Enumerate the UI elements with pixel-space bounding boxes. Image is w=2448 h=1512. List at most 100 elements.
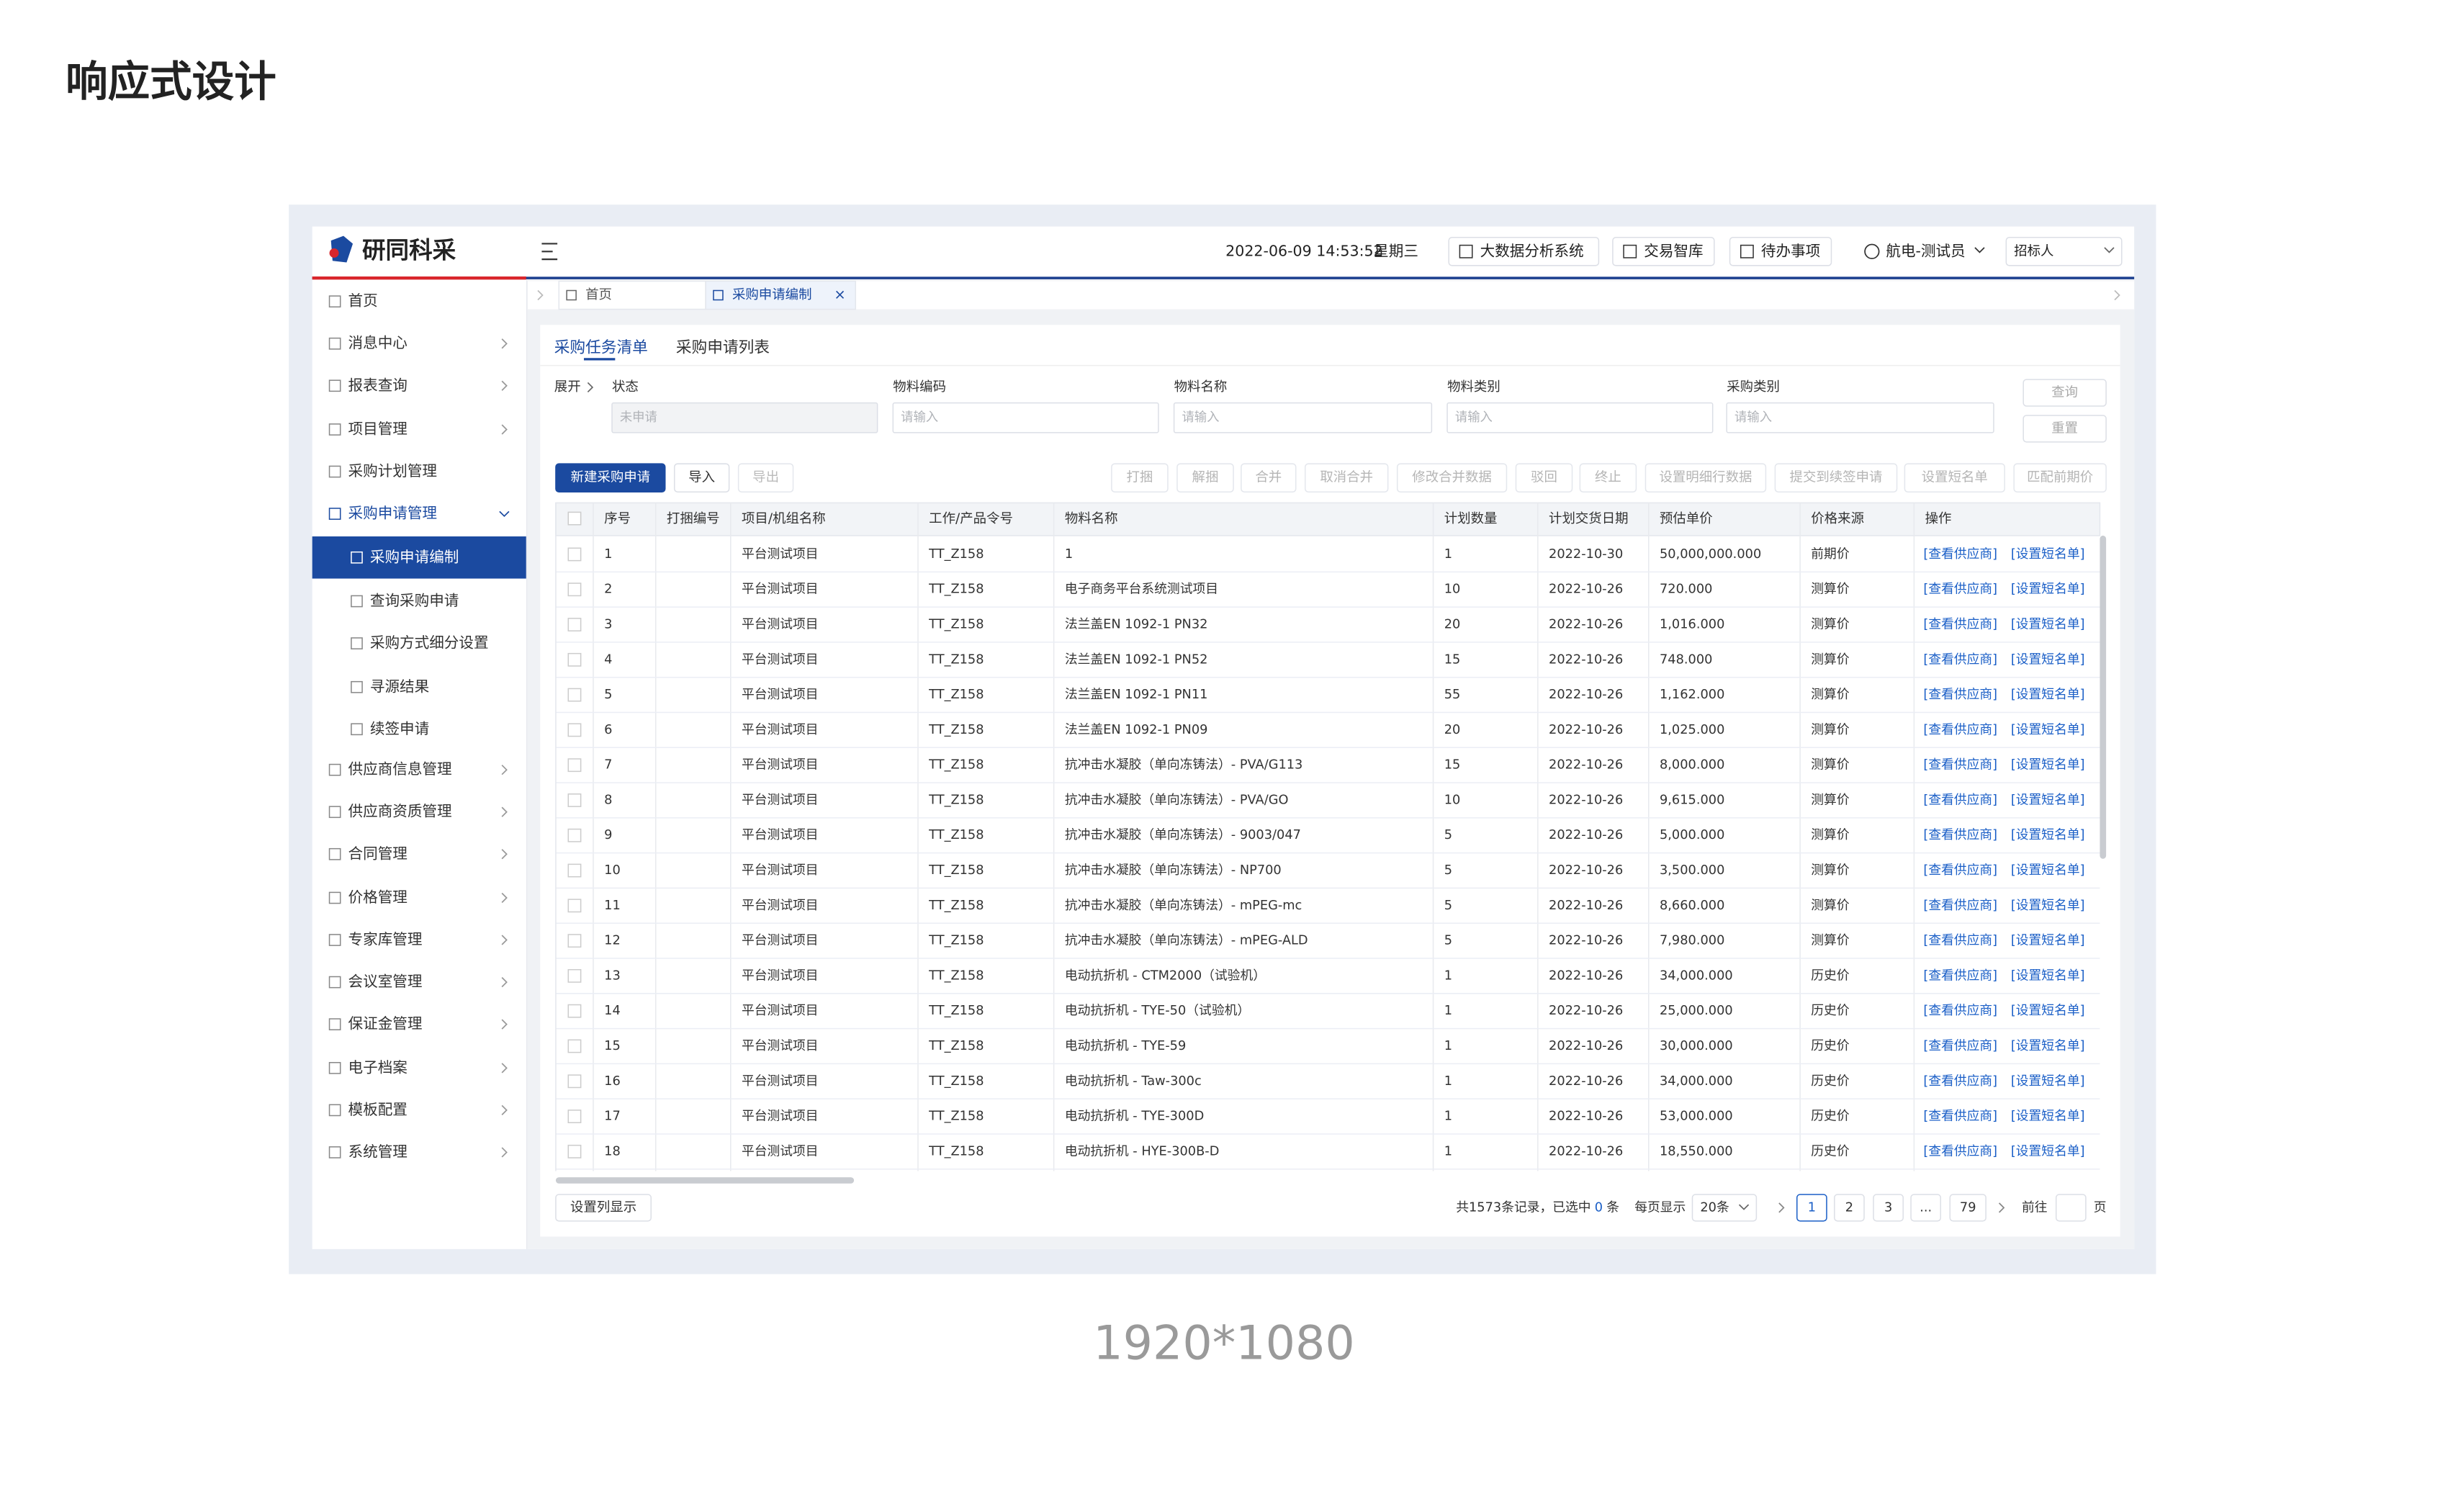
- table-checkbox[interactable]: [567, 511, 582, 526]
- menu-item[interactable]: 模板配置: [348, 1101, 408, 1118]
- filter-input[interactable]: [1173, 402, 1433, 433]
- button-label[interactable]: 匹配前期价: [2027, 470, 2093, 485]
- action-link[interactable]: [查看供应商]: [1923, 1109, 1997, 1124]
- page-number[interactable]: 79: [1960, 1200, 1976, 1215]
- menu-item[interactable]: 电子档案: [348, 1058, 408, 1076]
- header-link[interactable]: 待办事项: [1761, 242, 1820, 259]
- action-link[interactable]: [查看供应商]: [1923, 1003, 1997, 1018]
- action-link[interactable]: [设置短名单]: [2011, 792, 2085, 807]
- action-link[interactable]: [设置短名单]: [2011, 898, 2085, 913]
- action-link[interactable]: [查看供应商]: [1923, 1074, 1997, 1089]
- menu-toggle[interactable]: [541, 243, 558, 261]
- action-link[interactable]: [设置短名单]: [2011, 722, 2085, 737]
- header-link-button[interactable]: [1448, 237, 1600, 266]
- action-link[interactable]: [查看供应商]: [1923, 933, 1997, 948]
- footer-button[interactable]: [555, 1194, 652, 1222]
- input-placeholder[interactable]: 请输入: [1455, 410, 1493, 425]
- action-link[interactable]: [查看供应商]: [1923, 617, 1997, 632]
- toolbar-button[interactable]: [1304, 463, 1389, 492]
- action-link[interactable]: [设置短名单]: [2011, 1109, 2085, 1124]
- button-label[interactable]: 设置明细行数据: [1659, 470, 1752, 485]
- button-label[interactable]: 提交到续签申请: [1790, 470, 1883, 485]
- filter-input[interactable]: [1726, 402, 1994, 433]
- submenu-item[interactable]: 采购申请编制: [370, 548, 459, 565]
- action-link[interactable]: [查看供应商]: [1923, 1143, 1997, 1158]
- action-link[interactable]: [设置短名单]: [2011, 863, 2085, 878]
- button-label[interactable]: 打捆: [1126, 470, 1153, 485]
- toolbar-button[interactable]: [2013, 463, 2107, 492]
- row-checkbox[interactable]: [567, 793, 582, 807]
- action-link[interactable]: [查看供应商]: [1923, 968, 1997, 983]
- action-link[interactable]: [设置短名单]: [2011, 1074, 2085, 1089]
- action-link[interactable]: [设置短名单]: [2011, 652, 2085, 667]
- input-placeholder[interactable]: 请输入: [1734, 410, 1772, 425]
- button-label[interactable]: 重置: [2051, 420, 2078, 436]
- header-link-button[interactable]: [1729, 237, 1832, 266]
- button-label[interactable]: 导出: [752, 470, 779, 485]
- action-link[interactable]: [查看供应商]: [1923, 792, 1997, 807]
- toolbar-button[interactable]: [1904, 463, 2005, 492]
- header-link-button[interactable]: [1612, 237, 1715, 266]
- page-number[interactable]: 3: [1884, 1200, 1892, 1215]
- tab-label[interactable]: 首页: [585, 287, 612, 302]
- action-link[interactable]: [设置短名单]: [2011, 827, 2085, 842]
- submenu-item[interactable]: 查询采购申请: [370, 592, 459, 609]
- action-link[interactable]: [设置短名单]: [2011, 546, 2085, 562]
- page-button[interactable]: [1834, 1194, 1865, 1222]
- page-number[interactable]: 1: [1808, 1200, 1816, 1215]
- row-checkbox[interactable]: [567, 934, 582, 948]
- row-checkbox[interactable]: [567, 1004, 582, 1018]
- filter-input[interactable]: [1446, 402, 1714, 433]
- user-name[interactable]: 航电-测试员: [1886, 242, 1965, 259]
- menu-item[interactable]: 消息中心: [348, 334, 408, 351]
- filter-button[interactable]: [2022, 379, 2107, 407]
- v-scrollbar[interactable]: [2100, 535, 2107, 859]
- role-select-value[interactable]: 招标人: [2014, 243, 2053, 258]
- button-label[interactable]: 终止: [1595, 470, 1621, 485]
- button-label[interactable]: 解捆: [1192, 470, 1219, 485]
- row-checkbox[interactable]: [567, 688, 582, 702]
- filter-button[interactable]: [2022, 415, 2107, 443]
- subtab[interactable]: 采购申请列表: [676, 339, 770, 357]
- action-link[interactable]: [查看供应商]: [1923, 757, 1997, 773]
- action-link[interactable]: [设置短名单]: [2011, 1038, 2085, 1053]
- toolbar-button[interactable]: [555, 463, 666, 492]
- toolbar-button[interactable]: [1644, 463, 1767, 492]
- tab[interactable]: [558, 280, 706, 310]
- input-placeholder[interactable]: 请输入: [901, 410, 938, 425]
- row-checkbox[interactable]: [567, 582, 582, 597]
- menu-item[interactable]: 采购计划管理: [348, 462, 437, 480]
- page-button[interactable]: [1910, 1194, 1942, 1222]
- toolbar-button[interactable]: [673, 463, 730, 492]
- action-link[interactable]: [设置短名单]: [2011, 933, 2085, 948]
- menu-item[interactable]: 首页: [348, 292, 378, 310]
- h-scrollbar[interactable]: [555, 1177, 855, 1184]
- menu-item[interactable]: 专家库管理: [348, 931, 423, 948]
- row-checkbox[interactable]: [567, 723, 582, 737]
- button-label[interactable]: 取消合并: [1320, 470, 1373, 485]
- menu-item[interactable]: 项目管理: [348, 420, 408, 437]
- action-link[interactable]: [查看供应商]: [1923, 898, 1997, 913]
- row-checkbox[interactable]: [567, 652, 582, 667]
- action-link[interactable]: [查看供应商]: [1923, 582, 1997, 597]
- button-label[interactable]: 设置短名单: [1922, 470, 1988, 485]
- toolbar-button[interactable]: [1396, 463, 1508, 492]
- role-select[interactable]: [2005, 237, 2123, 266]
- menu-item[interactable]: 供应商资质管理: [348, 803, 452, 820]
- row-checkbox[interactable]: [567, 1110, 582, 1124]
- row-checkbox[interactable]: [567, 618, 582, 631]
- action-link[interactable]: [查看供应商]: [1923, 827, 1997, 842]
- action-link[interactable]: [设置短名单]: [2011, 757, 2085, 773]
- action-link[interactable]: [查看供应商]: [1923, 652, 1997, 667]
- toolbar-button[interactable]: [1515, 463, 1573, 492]
- menu-item[interactable]: 系统管理: [348, 1143, 408, 1160]
- action-link[interactable]: [查看供应商]: [1923, 722, 1997, 737]
- tab-label[interactable]: 采购申请编制: [732, 287, 812, 302]
- action-link[interactable]: [设置短名单]: [2011, 1143, 2085, 1158]
- per-page-select[interactable]: [1691, 1194, 1758, 1222]
- row-checkbox[interactable]: [567, 758, 582, 773]
- goto-input[interactable]: [2055, 1194, 2087, 1222]
- row-checkbox[interactable]: [567, 899, 582, 913]
- submenu-item[interactable]: 续签申请: [370, 720, 429, 737]
- action-link[interactable]: [查看供应商]: [1923, 546, 1997, 562]
